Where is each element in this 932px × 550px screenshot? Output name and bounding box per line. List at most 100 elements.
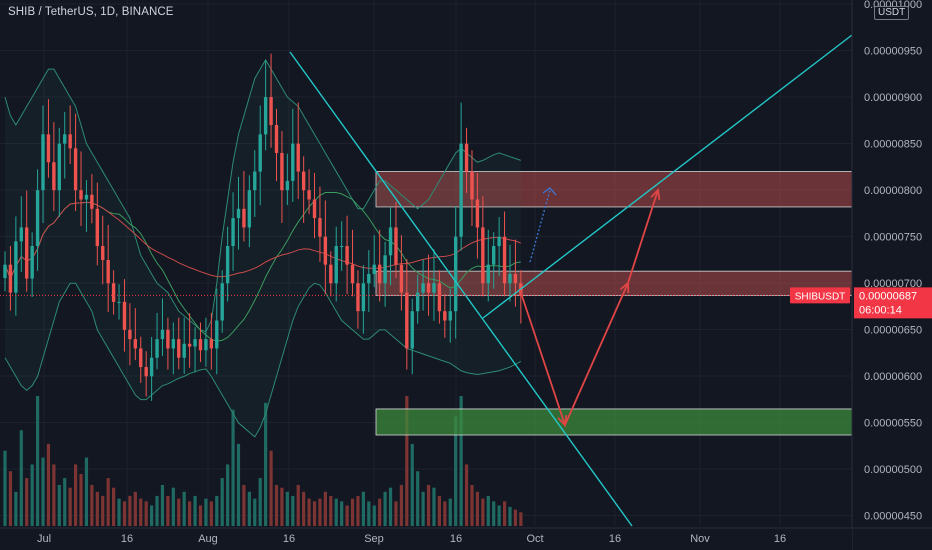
descending-trendline[interactable] (289, 51, 633, 527)
candle[interactable] (79, 190, 83, 200)
projection-path[interactable] (519, 189, 659, 428)
candle[interactable] (383, 255, 387, 284)
candle[interactable] (236, 208, 241, 219)
candle[interactable] (171, 339, 176, 349)
candle[interactable] (3, 264, 7, 279)
candle[interactable] (377, 264, 382, 284)
candle[interactable] (470, 171, 474, 200)
candle[interactable] (329, 264, 333, 284)
candle[interactable] (399, 264, 404, 293)
candle[interactable] (52, 162, 56, 191)
candle[interactable] (513, 273, 518, 284)
candle[interactable] (339, 246, 344, 248)
candle[interactable] (318, 218, 322, 237)
candle[interactable] (258, 134, 262, 172)
candle[interactable] (160, 329, 165, 340)
dotted-projection-arrow[interactable] (529, 189, 551, 263)
candle[interactable] (30, 246, 34, 279)
candle[interactable] (481, 227, 485, 284)
current-price-value[interactable]: 0.00000687 (859, 290, 917, 302)
candle[interactable] (111, 283, 116, 302)
candle[interactable] (35, 190, 40, 247)
candle[interactable] (263, 97, 268, 135)
candle[interactable] (421, 283, 425, 293)
candle[interactable] (209, 339, 214, 349)
candle[interactable] (128, 329, 132, 340)
candle[interactable] (334, 246, 338, 284)
candle[interactable] (453, 236, 458, 312)
candle[interactable] (90, 194, 94, 209)
bollinger-upper-line[interactable] (4, 58, 522, 333)
symbol-title[interactable]: SHIB / TetherUS, 1D, BINANCE (8, 6, 174, 18)
candle[interactable] (95, 208, 100, 247)
candle[interactable] (367, 273, 371, 284)
candle[interactable] (301, 171, 306, 191)
candle[interactable] (475, 199, 480, 228)
candle[interactable] (133, 339, 138, 349)
candle[interactable] (464, 143, 469, 172)
candle[interactable] (166, 329, 170, 349)
candle[interactable] (486, 264, 490, 284)
support-zone[interactable] (375, 408, 853, 436)
candle[interactable] (144, 367, 148, 377)
symbol-tag[interactable]: SHIBUSDT (795, 291, 846, 302)
candle[interactable] (323, 236, 328, 265)
candle[interactable] (19, 227, 23, 242)
candle[interactable] (372, 264, 376, 274)
candle[interactable] (345, 246, 349, 265)
candle[interactable] (388, 227, 393, 256)
candle[interactable] (432, 283, 436, 293)
candle[interactable] (231, 218, 235, 247)
candle[interactable] (122, 301, 127, 330)
ascending-trendline[interactable] (482, 34, 853, 319)
candle[interactable] (68, 134, 72, 149)
candle[interactable] (198, 339, 203, 351)
candle[interactable] (215, 320, 219, 349)
candle[interactable] (361, 283, 366, 312)
candle[interactable] (394, 227, 398, 265)
candle[interactable] (84, 194, 89, 200)
candle[interactable] (253, 171, 257, 191)
candle[interactable] (106, 260, 110, 284)
candle[interactable] (508, 273, 512, 284)
candle[interactable] (14, 241, 18, 293)
candle[interactable] (247, 190, 252, 228)
candle[interactable] (459, 143, 463, 237)
candle[interactable] (410, 311, 414, 349)
candle[interactable] (285, 180, 290, 191)
candle[interactable] (274, 125, 279, 153)
candle[interactable] (307, 190, 311, 200)
candle[interactable] (350, 264, 355, 284)
candle[interactable] (225, 246, 230, 284)
candle[interactable] (101, 246, 105, 260)
candle[interactable] (139, 348, 143, 368)
candle[interactable] (204, 339, 208, 351)
candle[interactable] (220, 283, 224, 321)
candle[interactable] (443, 311, 447, 321)
currency-label[interactable]: USDT (874, 6, 910, 20)
candle[interactable] (242, 208, 246, 228)
candle[interactable] (405, 292, 409, 349)
candle[interactable] (149, 357, 154, 377)
candle[interactable] (177, 339, 181, 358)
candle[interactable] (280, 152, 284, 191)
candle[interactable] (415, 292, 420, 312)
candle[interactable] (448, 311, 452, 321)
candle[interactable] (502, 236, 507, 284)
candle[interactable] (312, 199, 317, 219)
candle[interactable] (356, 283, 360, 312)
candle[interactable] (117, 301, 121, 303)
candle[interactable] (57, 143, 61, 191)
candle[interactable] (291, 143, 295, 181)
candle[interactable] (193, 339, 197, 347)
candle[interactable] (25, 227, 29, 279)
candle[interactable] (437, 283, 442, 312)
candle[interactable] (426, 283, 431, 293)
candle[interactable] (187, 343, 192, 347)
candle[interactable] (46, 134, 51, 163)
candle[interactable] (8, 264, 13, 293)
candle[interactable] (182, 343, 186, 358)
candle[interactable] (296, 143, 300, 172)
candle[interactable] (497, 236, 501, 247)
candle[interactable] (269, 97, 273, 126)
